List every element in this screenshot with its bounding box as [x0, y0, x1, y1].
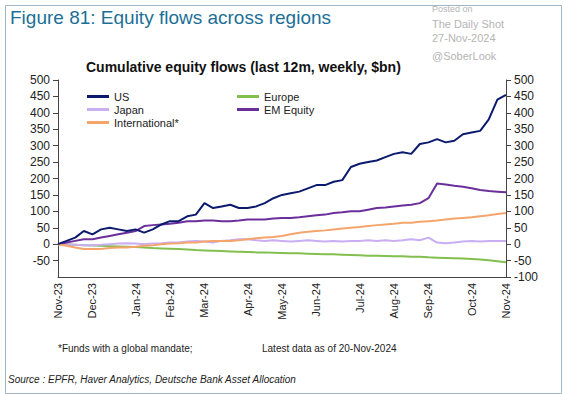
svg-text:250: 250	[30, 155, 50, 169]
svg-text:Source : EPFR, Haver Analytics: Source : EPFR, Haver Analytics, Deutsche…	[8, 374, 296, 385]
svg-text:450: 450	[514, 89, 534, 103]
svg-text:Posted on: Posted on	[432, 4, 473, 14]
svg-text:International*: International*	[114, 117, 180, 129]
svg-text:Feb-24: Feb-24	[164, 283, 176, 318]
svg-text:-50: -50	[33, 254, 51, 268]
svg-text:May-24: May-24	[276, 283, 288, 320]
svg-text:Jan-24: Jan-24	[130, 283, 142, 317]
svg-text:*Funds with a global mandate;: *Funds with a global mandate;	[58, 343, 193, 354]
svg-text:EM Equity: EM Equity	[264, 104, 315, 116]
svg-text:0: 0	[43, 237, 50, 251]
svg-text:-100: -100	[514, 270, 538, 284]
svg-text:250: 250	[514, 155, 534, 169]
svg-text:100: 100	[30, 204, 50, 218]
svg-text:100: 100	[514, 204, 534, 218]
svg-text:Sep-24: Sep-24	[422, 283, 434, 318]
svg-text:300: 300	[514, 139, 534, 153]
svg-text:Nov-23: Nov-23	[52, 283, 64, 318]
svg-text:Aug-24: Aug-24	[388, 283, 400, 318]
svg-text:27-Nov-2024: 27-Nov-2024	[432, 32, 496, 44]
svg-text:Cumulative equity flows (last: Cumulative equity flows (last 12m, weekl…	[86, 59, 401, 75]
svg-text:The Daily Shot: The Daily Shot	[432, 18, 504, 30]
svg-text:Jul-24: Jul-24	[354, 283, 366, 313]
svg-text:Mar-24: Mar-24	[198, 283, 210, 318]
svg-text:450: 450	[30, 89, 50, 103]
svg-text:@SoberLook: @SoberLook	[432, 50, 497, 62]
svg-text:Figure 81: Equity flows across: Figure 81: Equity flows across regions	[10, 7, 331, 28]
svg-text:400: 400	[514, 106, 534, 120]
svg-text:0: 0	[514, 237, 521, 251]
svg-text:200: 200	[514, 172, 534, 186]
svg-text:300: 300	[30, 139, 50, 153]
svg-text:400: 400	[30, 106, 50, 120]
svg-text:Japan: Japan	[114, 104, 144, 116]
svg-text:Europe: Europe	[264, 91, 299, 103]
svg-text:500: 500	[514, 73, 534, 87]
svg-text:150: 150	[514, 188, 534, 202]
svg-text:Latest data as of 20-Nov-2024: Latest data as of 20-Nov-2024	[262, 343, 397, 354]
svg-text:US: US	[114, 91, 129, 103]
svg-text:150: 150	[30, 188, 50, 202]
svg-text:Jun-24: Jun-24	[310, 283, 322, 317]
svg-text:Dec-23: Dec-23	[86, 283, 98, 318]
svg-text:Nov-24: Nov-24	[500, 283, 512, 318]
svg-text:50: 50	[514, 221, 528, 235]
svg-text:200: 200	[30, 172, 50, 186]
svg-text:-50: -50	[514, 254, 532, 268]
svg-text:Oct-24: Oct-24	[466, 283, 478, 316]
svg-text:500: 500	[30, 73, 50, 87]
svg-text:Apr-24: Apr-24	[242, 283, 254, 316]
svg-text:350: 350	[514, 122, 534, 136]
svg-text:350: 350	[30, 122, 50, 136]
svg-text:50: 50	[37, 221, 51, 235]
